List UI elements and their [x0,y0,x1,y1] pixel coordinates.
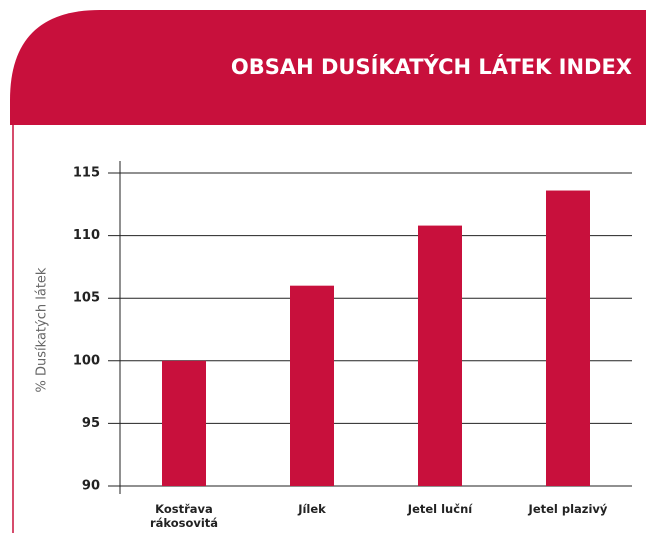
x-tick-label: Jetel luční [407,502,473,516]
x-tick-label: Jetel plazivý [528,502,608,516]
bar [546,190,590,486]
bar [162,360,206,486]
header-band [10,10,646,125]
chart-title: OBSAH DUSÍKATÝCH LÁTEK INDEX [231,54,632,79]
bar [290,285,334,486]
y-tick-label: 90 [82,479,100,494]
y-tick-label: 115 [73,166,100,181]
y-tick-label: 100 [73,353,100,368]
y-tick-label: 105 [73,291,100,306]
x-tick-label: Kostřava rákosovitá [149,502,219,530]
bar [418,225,462,487]
y-axis-label: % Dusíkatých látek [35,267,50,392]
y-tick-label: 110 [73,228,100,243]
x-tick-label: Jílek [298,502,326,516]
y-tick-label: 95 [82,416,100,431]
